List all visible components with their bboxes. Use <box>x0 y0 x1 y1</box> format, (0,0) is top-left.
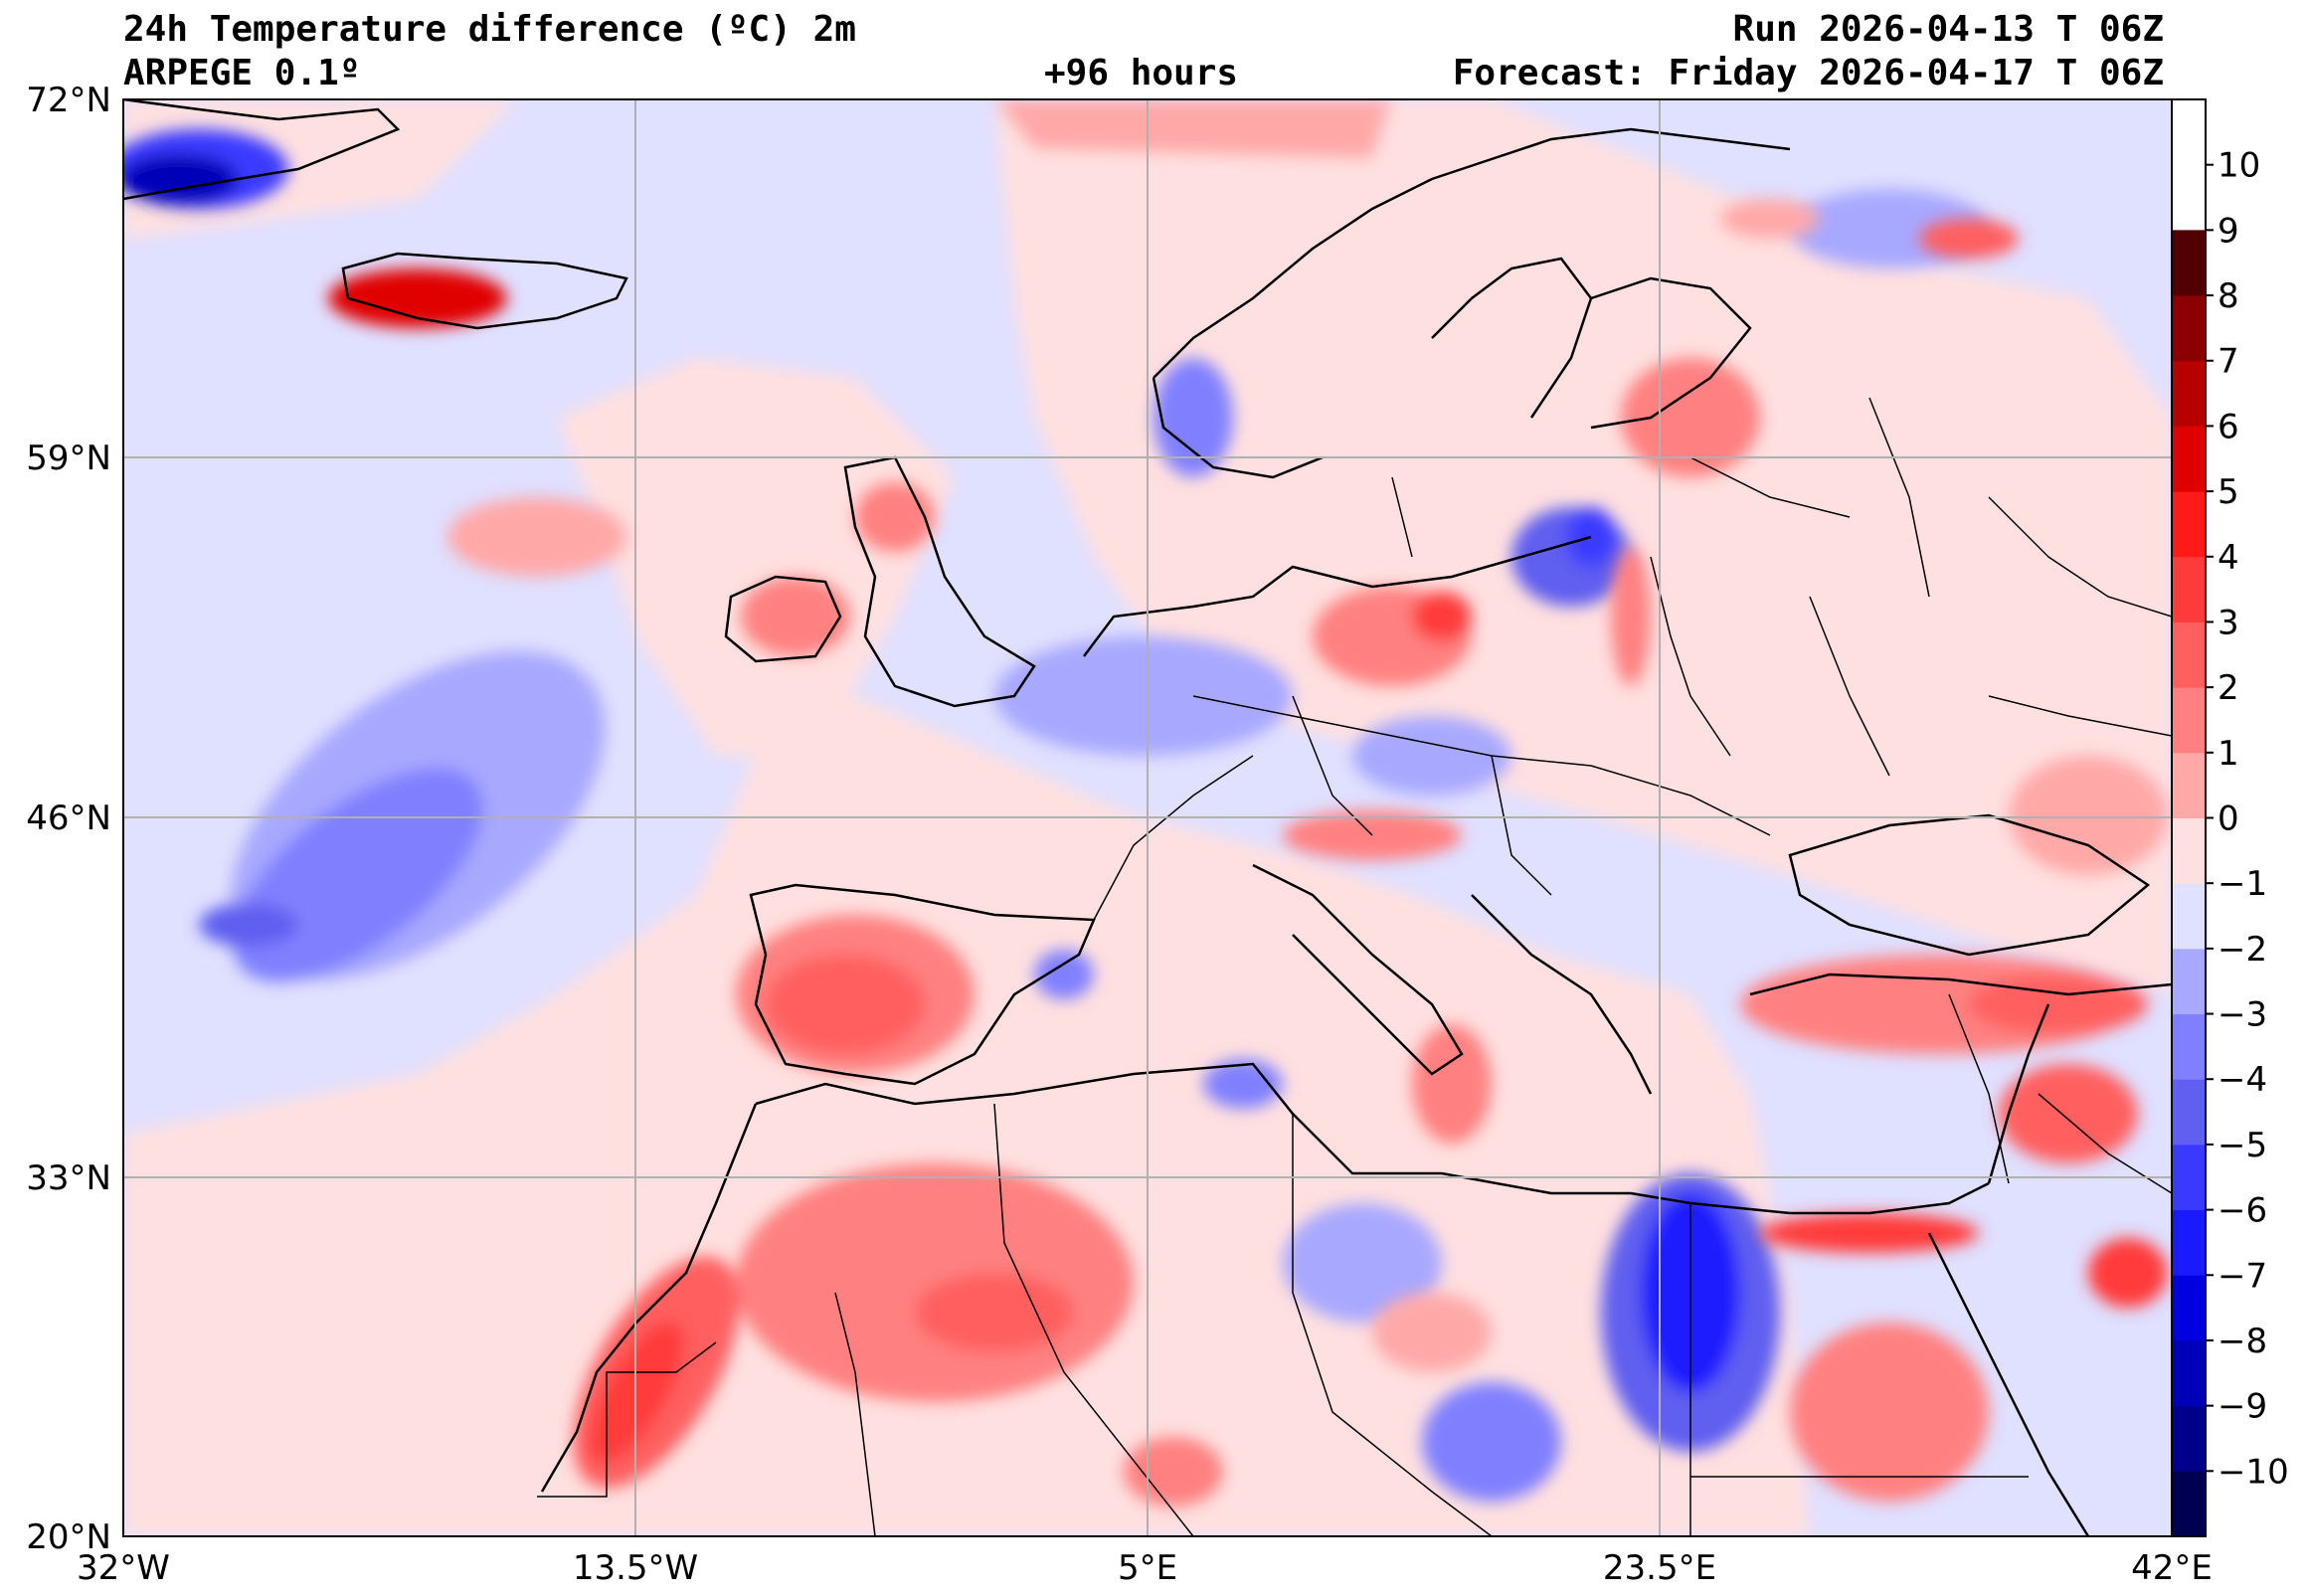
forecast-valid-time: Forecast: Friday 2026-04-17 T 06Z <box>1452 53 2164 93</box>
longitude-label: 13.5°W <box>573 1548 698 1588</box>
coast-scandinavia <box>1153 127 1791 379</box>
colorbar-segment <box>2172 1471 2206 1537</box>
colorbar-segment <box>2172 360 2206 427</box>
colorbar-segment <box>2172 1339 2206 1407</box>
coast-iberia <box>749 883 1096 1086</box>
coastlines <box>123 99 2172 1536</box>
coast-italy <box>1252 863 1464 1076</box>
colorbar-tick-label: −10 <box>2218 1452 2289 1492</box>
longitude-label: 32°W <box>77 1548 170 1588</box>
longitude-label: 23.5°E <box>1603 1548 1716 1588</box>
colorbar-segment <box>2172 1013 2206 1080</box>
colorbar-segment <box>2172 948 2206 1015</box>
coast-africa-west <box>540 1103 758 1493</box>
longitude-labels: 32°W 13.5°W 5°E 23.5°E 42°E <box>77 1548 2213 1588</box>
colorbar-tick-label: −6 <box>2218 1191 2267 1231</box>
colorbar-tick-label: −5 <box>2218 1126 2267 1165</box>
colorbar-segment <box>2172 295 2206 362</box>
coast-levant <box>1987 1003 2050 1184</box>
map-title: 24h Temperature difference (ºC) 2m <box>123 9 856 50</box>
coast-ireland <box>724 575 842 663</box>
colorbar-tick-label: 0 <box>2218 799 2239 839</box>
colorbar-tick-label: 6 <box>2218 407 2239 446</box>
latitude-label: 33°N <box>26 1158 111 1198</box>
coast-europe-north <box>1083 535 1592 657</box>
colorbar-segment <box>2172 883 2206 950</box>
colorbar-segment <box>2172 1275 2206 1341</box>
colorbar-segment <box>2172 1405 2206 1472</box>
latitude-labels: 72°N 59°N 46°N 33°N 20°N <box>26 81 111 1557</box>
colorbar-tick-label: −3 <box>2218 995 2267 1035</box>
latitude-label: 46°N <box>26 798 111 838</box>
colorbar-tick-label: −7 <box>2218 1256 2267 1296</box>
coast-svalbard-greenland <box>123 99 401 201</box>
colorbar-segment <box>2172 491 2206 558</box>
colorbar-tick-label: −9 <box>2218 1387 2267 1427</box>
model-name: ARPEGE 0.1º <box>123 53 361 93</box>
colorbar-segment <box>2172 1209 2206 1276</box>
coast-black-sea <box>1788 813 2151 957</box>
coast-britain <box>843 455 1036 708</box>
latitude-label: 72°N <box>26 81 111 120</box>
colorbar-segment <box>2172 426 2206 492</box>
colorbar-segment <box>2172 556 2206 622</box>
coast-balkans <box>1471 894 1653 1095</box>
colorbar-segment <box>2172 1144 2206 1211</box>
colorbar-segment <box>2172 687 2206 754</box>
colorbar-segment <box>2172 817 2206 884</box>
coast-iceland <box>341 252 628 330</box>
coast-norway-south <box>1152 377 1324 479</box>
colorbar-tick-label: 8 <box>2218 276 2239 316</box>
longitude-label: 5°E <box>1118 1548 1177 1588</box>
colorbar-segment <box>2172 621 2206 688</box>
colorbar-segment <box>2172 230 2206 296</box>
coast-finland <box>1590 276 1752 430</box>
colorbar-tick-label: −4 <box>2218 1060 2267 1100</box>
run-time: Run 2026-04-13 T 06Z <box>1732 9 2164 50</box>
coast-red-sea <box>1927 1232 2090 1536</box>
colorbar-tick-label: 4 <box>2218 538 2239 578</box>
colorbar-tick-label: −2 <box>2218 930 2267 970</box>
colorbar-tick-label: 7 <box>2218 342 2239 382</box>
colorbar-tick-label: 9 <box>2218 211 2239 251</box>
colorbar-tick-label: 5 <box>2218 472 2239 512</box>
colorbar-tick-label: 2 <box>2218 668 2239 708</box>
colorbar-segment <box>2172 752 2206 818</box>
colorbar-tick-label: 10 <box>2218 146 2260 186</box>
colorbar-tick-label: 3 <box>2218 603 2239 642</box>
colorbar-tick-label: 1 <box>2218 734 2239 774</box>
colorbar-segment <box>2172 1079 2206 1146</box>
latitude-label: 59°N <box>26 439 111 478</box>
latitude-label: 20°N <box>26 1517 111 1557</box>
colorbar-tick-label: −1 <box>2218 864 2267 904</box>
colorbar-tick-label: −8 <box>2218 1322 2267 1361</box>
coast-turkey <box>1749 973 2172 996</box>
coast-africa-north <box>755 1062 1990 1215</box>
graticule <box>123 99 2172 1536</box>
forecast-lead-time: +96 hours <box>1044 53 1239 93</box>
longitude-label: 42°E <box>2131 1548 2213 1588</box>
borders <box>537 397 2172 1536</box>
coast-gulf-of-bothnia <box>1431 257 1593 419</box>
